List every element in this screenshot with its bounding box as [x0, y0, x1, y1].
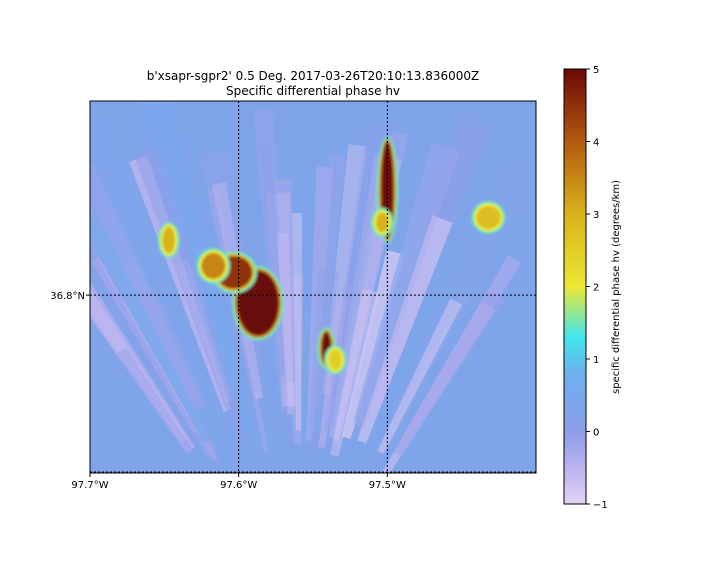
chart-title: b'xsapr-sgpr2' 0.5 Deg. 2017-03-26T20:10…	[147, 69, 479, 83]
colorbar-tick-label: 0	[593, 428, 599, 439]
y-axis-ticks: 36.8°N	[50, 291, 90, 302]
colorbar-tick-label: −1	[593, 500, 608, 511]
chart-subtitle: Specific differential phase hv	[226, 84, 400, 98]
radar-ray	[393, 290, 504, 457]
radar-ray	[353, 219, 432, 424]
radar-ray	[330, 288, 380, 457]
colorbar-ticks: −1 0 1 2 3 4 5	[586, 65, 608, 511]
colorbar-tick-label: 4	[593, 138, 599, 149]
echo-core	[162, 227, 175, 254]
radar-ray	[90, 214, 211, 444]
radar-ray	[90, 163, 206, 412]
radar-ray	[203, 285, 254, 435]
radar-ray	[114, 347, 193, 454]
radar-ray	[377, 298, 463, 454]
radar-ray	[291, 212, 302, 431]
x-tick-label: 97.5°W	[369, 480, 406, 491]
colorbar: −1 0 1 2 3 4 5 specific differential phase hv …	[563, 65, 622, 511]
radar-ray	[352, 142, 461, 428]
radar-ray	[306, 166, 334, 442]
echo-core	[476, 206, 501, 229]
echo-features	[157, 136, 506, 375]
echo-core	[376, 212, 389, 233]
colorbar-tick-label: 3	[593, 210, 599, 221]
x-tick-label: 97.6°W	[220, 480, 257, 491]
colorbar-label: specific differential phase hv (degrees/…	[611, 180, 622, 394]
radar-ray	[134, 147, 247, 440]
radar-ray	[90, 107, 214, 405]
radar-ray	[90, 280, 195, 454]
colorbar-tick-label: 2	[593, 283, 599, 294]
y-tick-label: 36.8°N	[50, 291, 85, 302]
echo-core	[329, 350, 342, 370]
colorbar-tick-label: 1	[593, 355, 599, 366]
colorbar-gradient	[563, 68, 587, 505]
radar-ray	[369, 250, 457, 442]
radar-ray	[276, 232, 294, 415]
radar-ray	[334, 219, 391, 442]
plot-frame	[89, 100, 537, 474]
x-tick-label: 97.7°W	[71, 480, 108, 491]
radar-ray	[90, 245, 202, 446]
colorbar-tick-label: 5	[593, 65, 599, 76]
radar-ray	[334, 251, 374, 418]
plot-area	[90, 101, 536, 473]
echo-core	[201, 253, 226, 279]
x-axis-ticks: 97.7°W 97.6°W 97.5°W	[71, 473, 406, 491]
radar-ray	[357, 215, 453, 444]
